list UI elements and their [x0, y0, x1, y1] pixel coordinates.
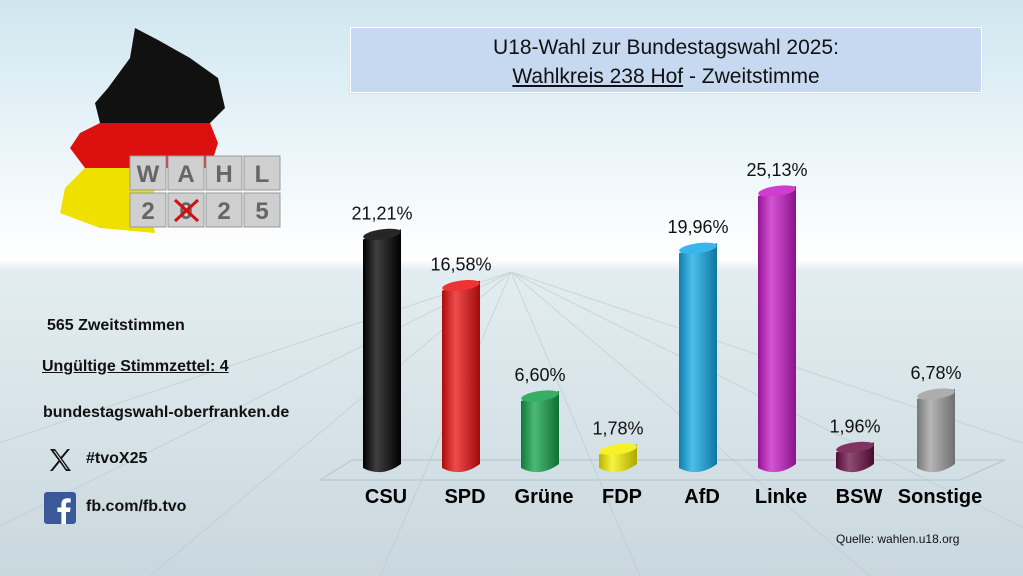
value-label: 1,78% [592, 418, 643, 438]
year-letter: 5 [255, 198, 268, 225]
category-label: Grüne [515, 486, 574, 508]
wahl-block [205, 155, 243, 191]
chart-floor [318, 459, 1006, 481]
facebook-logo-icon [44, 492, 76, 524]
chart-title-box: U18-Wahl zur Bundestagswahl 2025: Wahlkr… [350, 27, 982, 93]
total-votes: 565 Zweitstimmen [47, 317, 185, 334]
bar-AfD [679, 243, 717, 473]
value-label: 1,96% [829, 416, 880, 436]
chart-title-district: Wahlkreis 238 Hof [512, 65, 684, 88]
category-label: Sonstige [898, 486, 982, 508]
wahl-block [129, 155, 167, 191]
chart-title-suffix: - Zweitstimme [683, 65, 820, 88]
chart-title-line1: U18-Wahl zur Bundestagswahl 2025: [493, 36, 839, 59]
bar-SPD [442, 280, 480, 473]
ballot-cross-icon [173, 198, 200, 223]
wahl-block [243, 155, 281, 191]
bar-Sonstige [917, 388, 955, 473]
wahl-letter: H [215, 161, 232, 188]
year-block [205, 192, 243, 228]
year-letter: 2 [217, 198, 230, 225]
source-note: Quelle: wahlen.u18.org [836, 532, 960, 546]
year-block [243, 192, 281, 228]
year-block [129, 192, 167, 228]
value-label: 21,21% [351, 203, 412, 223]
category-label: CSU [365, 486, 407, 508]
bar-top-Grüne [521, 390, 559, 402]
bar-top-BSW [836, 441, 874, 453]
bar-Linke [758, 186, 796, 473]
value-label: 16,58% [430, 255, 491, 275]
facebook-link[interactable]: fb.com/fb.tvo [86, 498, 187, 515]
wahl-letter: W [137, 161, 160, 188]
category-label: AfD [684, 486, 720, 508]
x-handle[interactable]: #tvoX25 [86, 450, 148, 467]
wahl-letter: A [177, 161, 194, 188]
year-letter: 2 [141, 198, 154, 225]
wahl-block [167, 155, 205, 191]
chart-title-line2: Wahlkreis 238 Hof - Zweitstimme [351, 62, 981, 91]
category-label: Linke [755, 486, 807, 508]
invalid-ballots: Ungültige Stimmzettel: 4 [42, 358, 229, 375]
category-label: SPD [444, 486, 485, 508]
bar-top-Linke [758, 185, 796, 197]
bar-top-CSU [363, 228, 401, 240]
value-label: 6,78% [910, 363, 961, 383]
bar-Grüne [521, 390, 559, 473]
value-label: 6,60% [514, 365, 565, 385]
website-link[interactable]: bundestagswahl-oberfranken.de [43, 404, 290, 421]
x-logo-icon [50, 449, 71, 471]
value-label: 25,13% [746, 160, 807, 180]
bar-top-Sonstige [917, 388, 955, 400]
bar-CSU [363, 229, 401, 473]
bar-top-SPD [442, 279, 480, 292]
bar-top-AfD [679, 242, 717, 254]
bar-top-FDP [599, 443, 637, 455]
category-label: FDP [602, 486, 642, 508]
value-label: 19,96% [667, 217, 728, 237]
wahl-letter: L [255, 161, 270, 188]
category-label: BSW [836, 486, 883, 508]
